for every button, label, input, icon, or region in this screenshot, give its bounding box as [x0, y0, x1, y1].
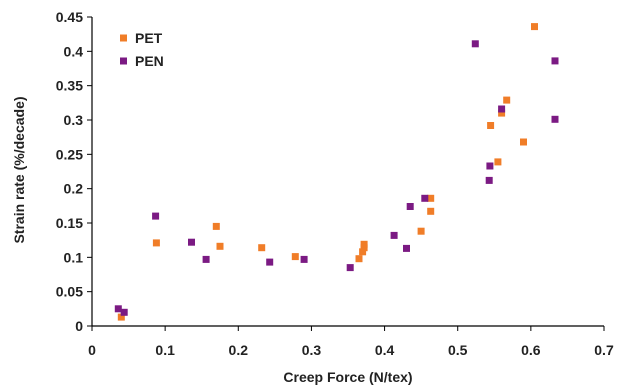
pet-point [360, 240, 368, 248]
x-tick-label: 0.3 [302, 342, 322, 358]
x-tick-label: 0 [88, 342, 96, 358]
pen-point [406, 203, 414, 210]
pen-point [403, 244, 410, 252]
pen-point [346, 264, 354, 272]
x-axis-title: Creep Force (N/tex) [283, 369, 412, 385]
x-tick-label: 0.4 [375, 342, 395, 358]
pen-point [114, 305, 122, 313]
y-tick-label: 0.45 [56, 9, 83, 25]
y-tick-label: 0.3 [64, 112, 84, 128]
pet-point [531, 23, 538, 31]
pen-point [471, 40, 479, 48]
series-pen [114, 40, 559, 316]
pen-point [300, 255, 308, 263]
x-tick-label: 0.7 [594, 342, 614, 358]
y-tick-label: 0.05 [56, 284, 83, 300]
y-tick-label: 0.1 [64, 249, 84, 265]
x-tick-label: 0.6 [521, 342, 541, 358]
legend-marker-pen [120, 57, 127, 65]
pen-point [486, 162, 494, 170]
pen-point [390, 231, 398, 239]
y-tick-label: 0.4 [64, 43, 84, 59]
pet-point [520, 138, 527, 146]
y-tick-label: 0.2 [64, 181, 84, 197]
pet-point [417, 227, 425, 235]
y-tick-label: 0 [75, 318, 83, 334]
pen-point [498, 105, 506, 113]
pet-point [498, 109, 506, 117]
pet-point [503, 96, 511, 104]
series-pet [117, 23, 538, 321]
data-points [114, 23, 559, 321]
pen-point [551, 57, 559, 65]
pet-point [494, 158, 502, 166]
pen-point [120, 308, 128, 316]
axes [91, 17, 604, 327]
pet-point [152, 239, 160, 247]
pen-point [485, 176, 493, 184]
pet-point [359, 248, 367, 256]
y-axis-ticks: 0 0.05 0.1 0.15 0.2 0.25 0.3 0.35 0.4 0.45 [56, 9, 92, 334]
y-tick-label: 0.15 [56, 215, 83, 231]
y-tick-label: 0.35 [56, 78, 83, 94]
pen-point [421, 194, 429, 202]
pet-point [291, 253, 299, 261]
pen-point [188, 238, 195, 246]
pen-point [202, 255, 210, 263]
legend: PET PEN [120, 30, 164, 69]
y-axis-title: Strain rate (%/decade) [11, 96, 27, 243]
pet-point [355, 255, 363, 263]
pen-point [551, 115, 559, 123]
legend-marker-pet [120, 34, 127, 42]
x-tick-label: 0.1 [155, 342, 175, 358]
pen-point [266, 258, 274, 266]
legend-label-pet: PET [135, 30, 163, 46]
legend-label-pen: PEN [135, 53, 164, 69]
pet-point [212, 222, 220, 230]
pet-point [216, 242, 224, 250]
pet-point [117, 313, 125, 321]
pet-point [427, 194, 435, 202]
pet-point [487, 122, 495, 129]
x-tick-label: 0.2 [229, 342, 249, 358]
pet-point [258, 244, 266, 252]
pen-point [152, 212, 160, 220]
x-tick-label: 0.5 [448, 342, 468, 358]
y-tick-label: 0.25 [56, 146, 83, 162]
x-axis-ticks: 0 0.1 0.2 0.3 0.4 0.5 0.6 0.7 [88, 326, 614, 358]
pet-point [427, 207, 435, 215]
